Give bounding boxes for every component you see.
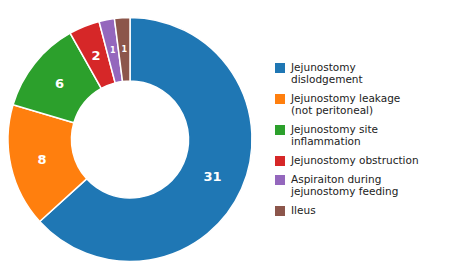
legend-swatch xyxy=(275,125,285,135)
legend-label-line: (not peritoneal) xyxy=(291,104,373,116)
legend-label-line: Jejunostomy site xyxy=(290,123,378,135)
legend-item: Jejunostomy leakage(not peritoneal) xyxy=(275,92,400,116)
legend-label-line: jejunostomy feeding xyxy=(290,185,398,197)
legend-item: Ileus xyxy=(275,204,316,216)
legend-label: Ileus xyxy=(291,204,316,216)
data-label: 1 xyxy=(110,46,116,55)
slice xyxy=(8,105,87,222)
data-label: 6 xyxy=(55,76,64,91)
data-label: 2 xyxy=(92,48,101,63)
legend-swatch xyxy=(275,175,285,185)
legend-label-line: Jejunostomy xyxy=(290,61,356,73)
legend-swatch xyxy=(275,206,285,216)
legend-label-line: Aspiraiton during xyxy=(291,173,381,185)
legend-item: Aspiraiton duringjejunostomy feeding xyxy=(275,173,398,197)
legend-label-line: Ileus xyxy=(291,204,316,216)
legend-swatch xyxy=(275,156,285,166)
chart: 3186211JejunostomydislodgementJejunostom… xyxy=(0,0,474,279)
legend-label-line: dislodgement xyxy=(291,73,363,85)
data-labels: 3186211 xyxy=(37,45,221,184)
slice xyxy=(114,18,130,82)
legend-item: Jejunostomydislodgement xyxy=(275,61,363,85)
slices xyxy=(8,18,252,262)
legend-label: Jejunostomy obstruction xyxy=(290,154,419,166)
legend: Jejunostomydislodgement Jejunostomy leaka… xyxy=(275,61,419,216)
data-label: 31 xyxy=(204,169,222,184)
legend-swatch xyxy=(275,94,285,104)
legend-label: Jejunostomydislodgement xyxy=(290,61,363,85)
legend-label: Jejunostomy siteinflammation xyxy=(290,123,378,147)
legend-label-line: inflammation xyxy=(291,135,361,147)
legend-item: Jejunostomy siteinflammation xyxy=(275,123,378,147)
legend-swatch xyxy=(275,63,285,73)
data-label: 8 xyxy=(37,152,46,167)
legend-label: Jejunostomy leakage(not peritoneal) xyxy=(290,92,400,116)
legend-label-line: Jejunostomy leakage xyxy=(290,92,400,104)
legend-item: Jejunostomy obstruction xyxy=(275,154,419,166)
legend-label-line: Jejunostomy obstruction xyxy=(290,154,419,166)
legend-label: Aspiraiton duringjejunostomy feeding xyxy=(290,173,398,197)
data-label: 1 xyxy=(121,45,127,54)
